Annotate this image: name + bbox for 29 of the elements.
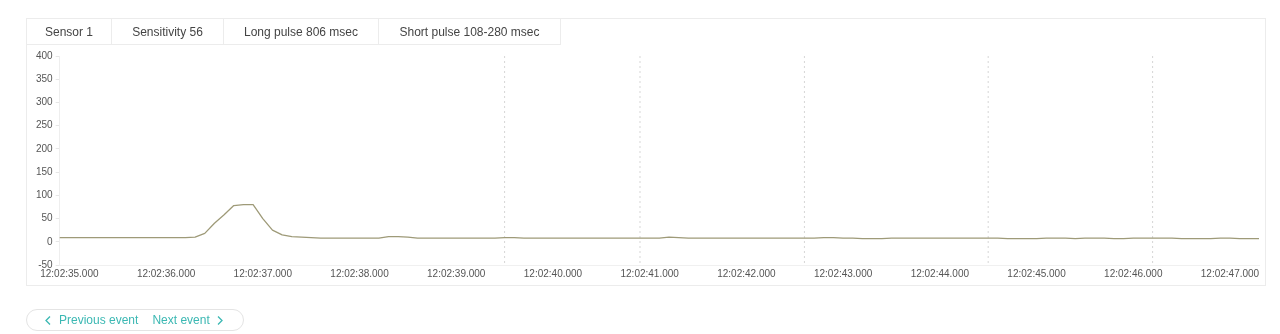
y-tick-label: 300: [36, 96, 54, 108]
y-tick-label: 0: [47, 235, 54, 247]
y-tick-label: 250: [36, 119, 54, 131]
y-tick-label: -50: [38, 258, 54, 270]
x-tick-label: 12:02:35.000: [40, 267, 99, 279]
text: Short pulse 108-280 msec: [379, 19, 561, 45]
x-tick-label: 12:02:46.000: [1104, 267, 1163, 279]
text: Next event: [152, 313, 210, 327]
y-tick-label: 200: [36, 142, 54, 154]
x-tick-label: 12:02:44.000: [910, 267, 970, 279]
x-tick-label: 12:02:36.000: [136, 267, 196, 279]
x-tick-label: 12:02:37.000: [233, 267, 293, 279]
x-tick-label: 12:02:42.000: [717, 267, 777, 279]
y-tick-label: 350: [36, 72, 54, 84]
y-tick-label: 400: [36, 49, 54, 61]
x-tick-label: 12:02:45.000: [1007, 267, 1067, 279]
text: Sensor 1: [27, 19, 112, 45]
x-tick-label: 12:02:41.000: [620, 267, 680, 279]
x-tick-label: 12:02:47.000: [1200, 267, 1260, 279]
x-tick-label: 12:02:39.000: [427, 267, 486, 279]
y-tick-label: 50: [41, 212, 54, 224]
text: Sensitivity 56: [112, 19, 224, 45]
text: Long pulse 806 msec: [224, 19, 379, 45]
y-tick-label: 100: [36, 189, 54, 201]
x-tick-label: 12:02:38.000: [330, 267, 390, 279]
y-tick-label: 150: [36, 165, 54, 177]
x-tick-label: 12:02:40.000: [523, 267, 583, 279]
x-tick-label: 12:02:43.000: [813, 267, 873, 279]
text: Previous event: [59, 313, 139, 327]
